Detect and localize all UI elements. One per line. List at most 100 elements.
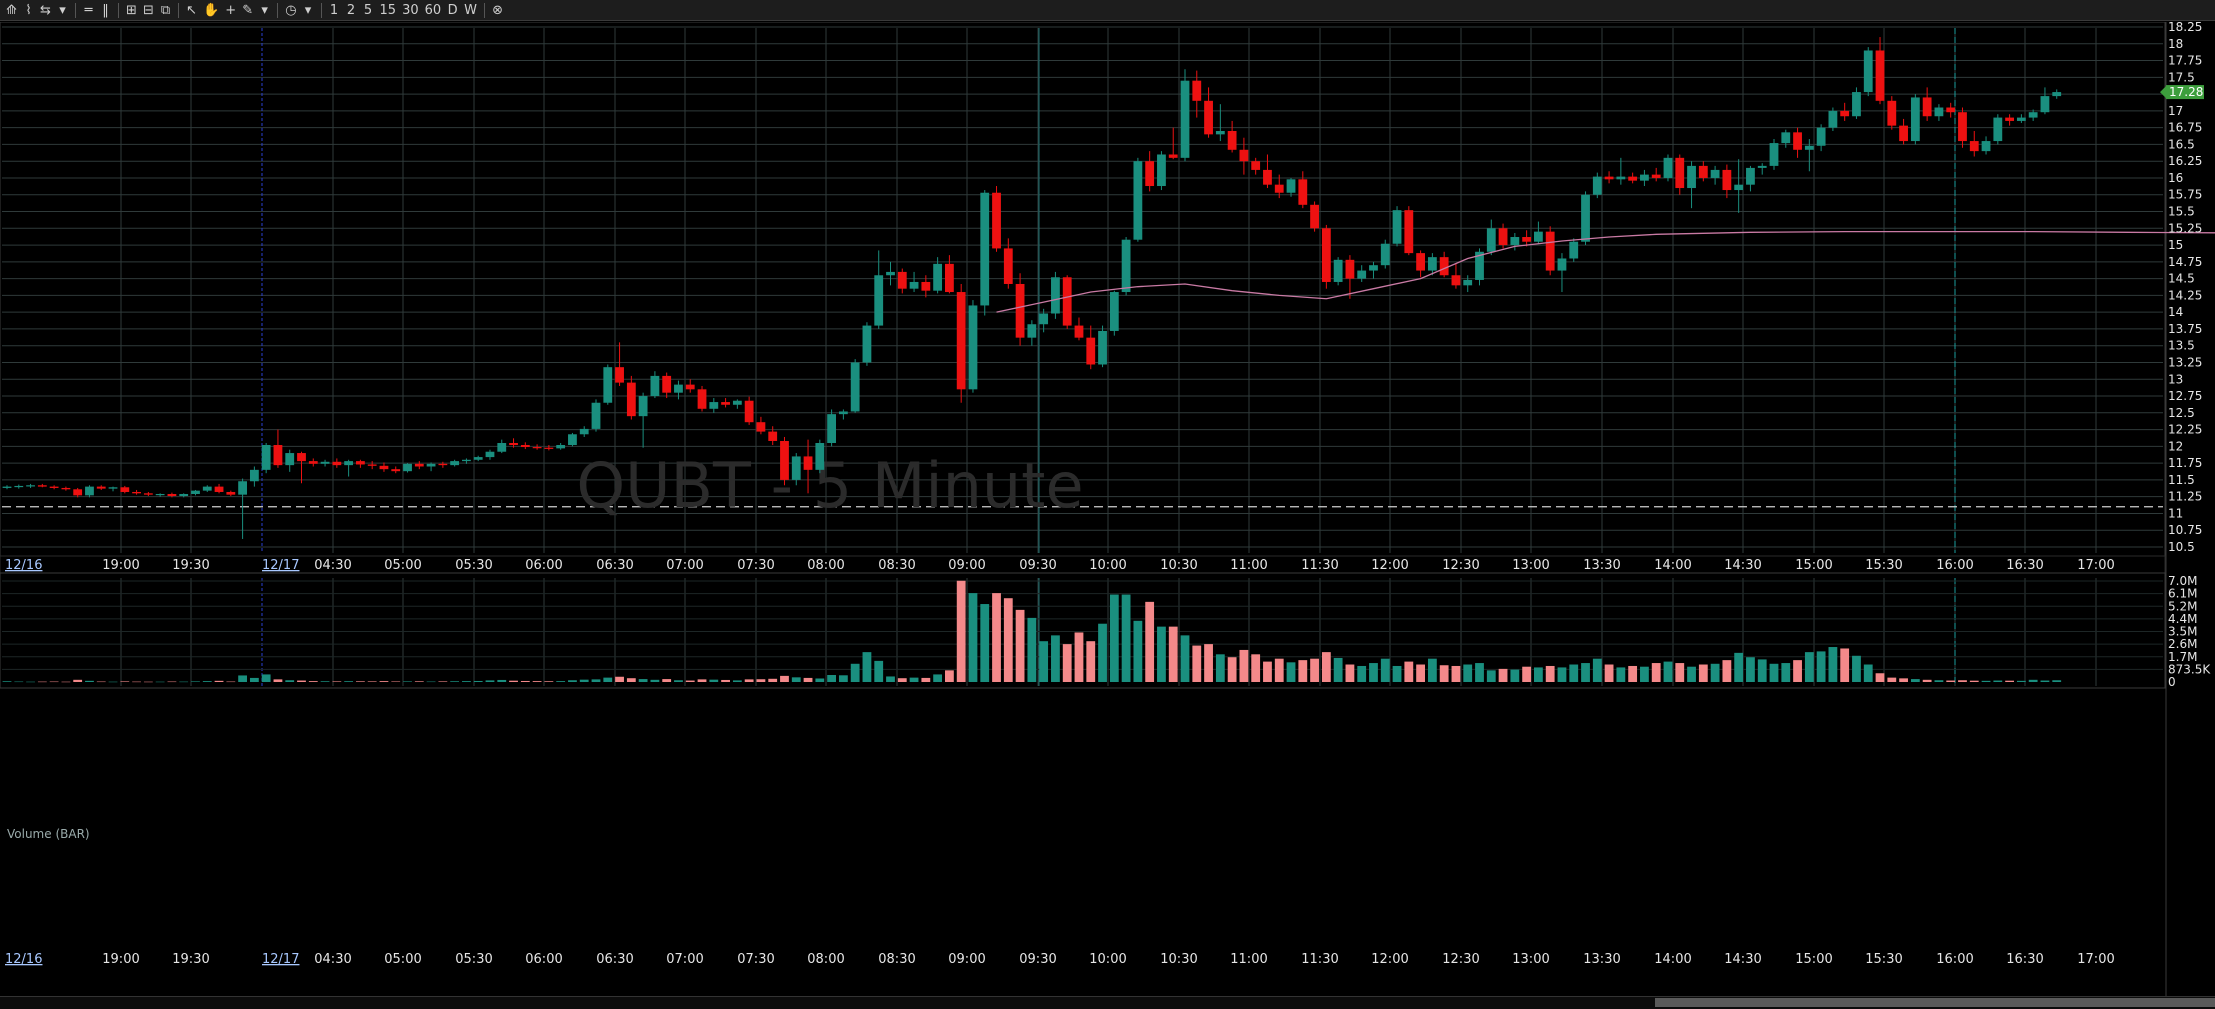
volume-bar — [1569, 664, 1579, 682]
volume-bar — [1310, 658, 1319, 682]
vlines-icon[interactable]: ‖ — [102, 2, 109, 18]
price-tick-label: 17 — [2168, 104, 2183, 118]
layout2-icon[interactable]: ⊟ — [143, 2, 154, 18]
volume-bar — [921, 677, 931, 682]
candle-body — [956, 292, 966, 390]
date-axis-label: 12/16 — [5, 558, 42, 573]
candle — [320, 459, 330, 467]
candle-body — [1922, 97, 1932, 117]
volume-bar — [1981, 680, 1991, 682]
candle — [945, 255, 954, 294]
volume-bar — [1969, 680, 1979, 682]
interval-button-30[interactable]: 30 — [402, 2, 419, 18]
interval-button-2[interactable]: 2 — [346, 2, 356, 18]
dropdown-icon[interactable]: ▾ — [59, 2, 66, 18]
candle-body — [662, 375, 672, 393]
clock-dropdown-icon[interactable]: ▾ — [304, 2, 312, 18]
price-tick-label: 16 — [2168, 171, 2183, 185]
candle-body — [108, 487, 118, 489]
candle-body — [356, 461, 365, 465]
candle — [96, 485, 106, 490]
cursor-icon[interactable]: ↖ — [186, 2, 197, 18]
volume-bar — [1840, 648, 1850, 682]
time-axis-label: 12:00 — [1371, 952, 1408, 967]
candle — [120, 485, 130, 494]
volume-bar — [61, 681, 71, 683]
hlines-icon[interactable]: ═ — [84, 2, 93, 18]
pencil-icon[interactable]: ✎ — [242, 2, 254, 18]
horizontal-scrollbar[interactable] — [0, 996, 2215, 1009]
candle — [1769, 139, 1779, 170]
candle-body — [838, 411, 848, 415]
candle-body — [1015, 283, 1025, 338]
volume-bar — [1958, 680, 1967, 682]
candle-body — [768, 431, 778, 441]
candle — [1498, 223, 1508, 249]
candle — [1157, 151, 1166, 191]
link-icon[interactable]: ⇆ — [40, 2, 51, 18]
pencil-dropdown-icon[interactable]: ▾ — [261, 2, 268, 18]
layout3-icon[interactable]: ⧉ — [160, 2, 171, 18]
volume-bar — [591, 679, 601, 682]
interval-button-W[interactable]: W — [464, 2, 478, 18]
interval-button-1[interactable]: 1 — [329, 2, 339, 18]
time-axis-label: 14:30 — [1724, 558, 1761, 573]
candle-body — [685, 384, 695, 390]
candle-body — [1581, 194, 1590, 242]
candle-body — [874, 275, 884, 326]
candle — [862, 322, 872, 366]
toolbar-separator — [178, 2, 179, 18]
candle — [1722, 164, 1732, 199]
time-axis-label: 04:30 — [314, 558, 351, 573]
candle — [1628, 172, 1638, 184]
interval-button-15[interactable]: 15 — [379, 2, 397, 18]
time-axis-label: 08:30 — [878, 558, 915, 573]
candle — [1852, 87, 1861, 119]
time-axis-label: 13:30 — [1583, 558, 1620, 573]
candle — [803, 439, 813, 494]
candle-body — [1616, 176, 1626, 180]
candle — [1581, 191, 1590, 246]
candle — [1993, 114, 2003, 145]
candle-body — [886, 271, 895, 276]
interval-button-5[interactable]: 5 — [363, 2, 373, 18]
draw-icon[interactable]: ⌇ — [25, 2, 32, 18]
volume-bar — [1168, 626, 1178, 682]
candle-body — [1310, 204, 1319, 229]
volume-bar — [1321, 652, 1331, 682]
price-tick-label: 10.5 — [2168, 540, 2195, 554]
volume-bar — [332, 681, 342, 682]
candle-body — [827, 414, 836, 443]
time-axis-label: 15:00 — [1795, 558, 1832, 573]
interval-button-D[interactable]: D — [447, 2, 458, 18]
chart-area[interactable]: QUBT - 5 Minute 18.251817.7517.517.25171… — [0, 22, 2215, 996]
candle — [1427, 253, 1437, 276]
candle-body — [968, 305, 978, 390]
volume-tick-label: 3.5M — [2168, 625, 2197, 639]
candle — [1757, 163, 1767, 175]
interval-button-60[interactable]: 60 — [424, 2, 442, 18]
candle-body — [191, 490, 200, 494]
candle-body — [1227, 131, 1237, 150]
volume-bar — [1887, 677, 1897, 682]
candle — [1463, 275, 1473, 293]
crosshair-icon[interactable]: + — [225, 2, 237, 18]
layout-icon[interactable]: ⊞ — [126, 2, 137, 18]
candle-body — [674, 384, 683, 393]
toolbar-separator — [118, 2, 119, 18]
clock-icon[interactable]: ◷ — [285, 2, 297, 18]
candle-body — [497, 443, 507, 452]
close-icon[interactable]: ⊗ — [492, 2, 503, 18]
volume-bar — [2052, 680, 2062, 682]
candle-body — [862, 325, 872, 363]
hand-icon[interactable]: ✋ — [203, 2, 220, 18]
candle-body — [1357, 270, 1367, 279]
candle-body — [1828, 110, 1838, 128]
candle-body — [1604, 176, 1614, 180]
volume-bar — [1910, 679, 1920, 682]
volume-tick-label: 1.7M — [2168, 650, 2197, 664]
candle — [638, 392, 648, 448]
chart-type-icon[interactable]: ⟰ — [6, 2, 17, 18]
scrollbar-thumb[interactable] — [1655, 998, 2215, 1007]
candle-body — [1592, 176, 1602, 195]
